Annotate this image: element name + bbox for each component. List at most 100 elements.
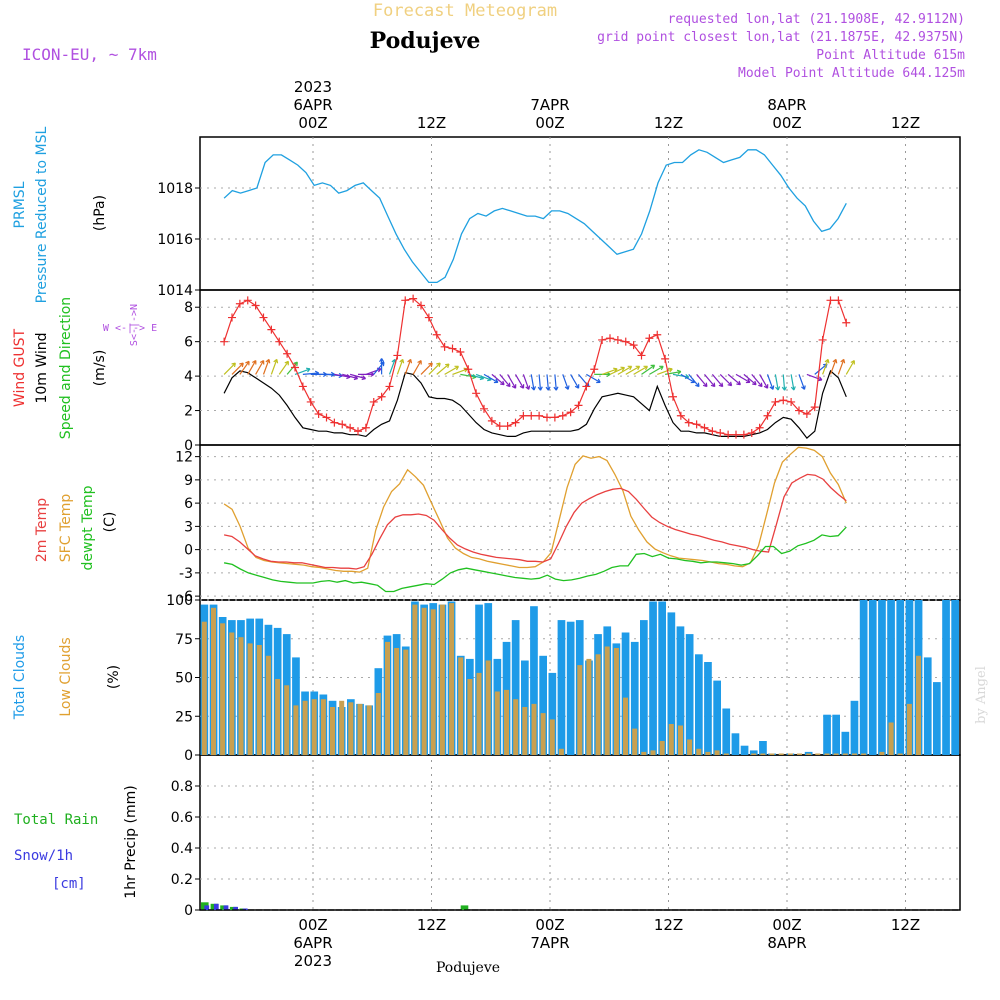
top-tick-hour: 12Z: [654, 114, 683, 132]
total-cloud-bar: [878, 600, 886, 755]
compass-we: W <-|-> E: [103, 323, 157, 334]
gust-marker: [543, 413, 551, 422]
total-cloud-bar: [859, 600, 868, 755]
total-cloud-bar: [539, 655, 547, 755]
wind-gust-label: Wind GUST: [12, 328, 28, 407]
bottom-tick-year: 2023: [294, 952, 332, 970]
wind-arrow: [743, 373, 757, 386]
gust-marker: [401, 296, 410, 305]
low-cloud-bar: [705, 751, 711, 755]
total-cloud-bar: [704, 662, 712, 755]
gust-marker: [511, 418, 520, 427]
gridpoint-coords: grid point closest lon,lat (21.1875E, 42…: [597, 30, 965, 45]
wind-arrow: [483, 373, 499, 384]
top-tick-hour: 12Z: [417, 114, 446, 132]
wind-arrow: [625, 365, 641, 375]
snow-label: Snow/1h: [14, 848, 73, 864]
low-cloud-bar: [201, 621, 207, 755]
low-cloud-bar: [531, 703, 537, 755]
precip-labels: Total Rain Snow/1h [cm] 1hr Precip (mm): [14, 785, 139, 898]
wind-arrow: [688, 374, 700, 388]
panel-frame-precip: [199, 754, 961, 911]
low-cloud-bar: [668, 724, 674, 755]
total-cloud-bar: [887, 600, 895, 755]
sfctemp-label: SFC Temp: [58, 494, 74, 563]
low-cloud-bar: [458, 657, 464, 755]
ytick-precip: 0.6: [171, 810, 193, 826]
low-cloud-bar: [339, 700, 345, 756]
ytick-wind: 2: [184, 404, 193, 420]
top-tick-year: 2023: [294, 78, 332, 96]
wind-arrow: [247, 359, 257, 375]
bottom-tick-hour: 00Z: [535, 916, 564, 934]
gust-marker: [802, 410, 811, 418]
low-cloud-bar: [586, 658, 592, 755]
low-cloud-bar: [723, 753, 729, 755]
gust-marker: [810, 403, 819, 412]
gust-marker: [495, 422, 504, 431]
low-cloud-bar: [595, 654, 601, 756]
low-cloud-bar: [403, 649, 409, 755]
compass-ns: S<-|->N: [129, 304, 140, 346]
gust-marker: [684, 418, 693, 427]
low-cloud-bar: [888, 722, 894, 755]
low-cloud-bar: [906, 703, 912, 755]
low-cloud-bar: [467, 679, 473, 755]
wind-arrow: [404, 358, 413, 375]
gust-marker: [629, 341, 638, 350]
low-cloud-bar: [549, 719, 555, 755]
gust-marker: [606, 334, 614, 343]
gust-marker: [818, 335, 827, 344]
wind-dir-label: Speed and Direction: [58, 297, 74, 439]
wind-arrow: [270, 358, 279, 375]
wind-arrow: [428, 362, 441, 375]
wind-arrow: [696, 374, 708, 388]
low-cloud-bar: [613, 648, 619, 755]
low-cloud-bar: [494, 691, 500, 755]
low-cloud-bar: [430, 609, 436, 755]
low-cloud-bar: [659, 741, 665, 755]
wind-arrow: [633, 365, 649, 375]
gust-marker: [330, 418, 339, 427]
lowcloud-label: Low Clouds: [58, 637, 74, 716]
totalcloud-label: Total Clouds: [12, 635, 28, 720]
wind-arrow: [617, 365, 633, 375]
gust-marker: [590, 365, 599, 374]
wind-arrow: [711, 374, 724, 388]
wind-arrow: [814, 363, 828, 375]
low-cloud-bar: [302, 700, 308, 756]
temp-unit: (C): [102, 512, 118, 533]
panel-frame-pressure: [199, 136, 961, 291]
wind-arrow: [735, 373, 751, 384]
rain-bar: [460, 905, 469, 910]
pressure-unit: (hPa): [92, 195, 108, 231]
wind-arrow: [460, 373, 477, 380]
ytick-temp: 12: [175, 450, 193, 466]
low-cloud-bar: [522, 707, 528, 755]
total-cloud-bar: [722, 708, 731, 755]
gust-marker: [228, 313, 236, 322]
model-altitude: Model Point Altitude 644.125m: [738, 66, 965, 81]
low-cloud-bar: [751, 753, 757, 755]
gust-marker: [472, 389, 481, 398]
sfctemp-line: [223, 446, 847, 573]
wind-arrow: [262, 358, 271, 375]
snow-bar: [233, 906, 238, 910]
low-cloud-bar: [238, 637, 244, 755]
pressure-label-2: Pressure Reduced to MSL: [34, 126, 50, 303]
total-cloud-bar: [530, 606, 538, 755]
total-cloud-bar: [923, 657, 932, 755]
wind-arrow: [507, 374, 517, 389]
low-cloud-bar: [513, 699, 519, 755]
gust-marker: [747, 428, 756, 437]
wind-arrow: [781, 374, 787, 391]
gust-marker: [527, 411, 536, 420]
low-cloud-bar: [385, 641, 390, 755]
wind-arrow: [766, 374, 775, 390]
